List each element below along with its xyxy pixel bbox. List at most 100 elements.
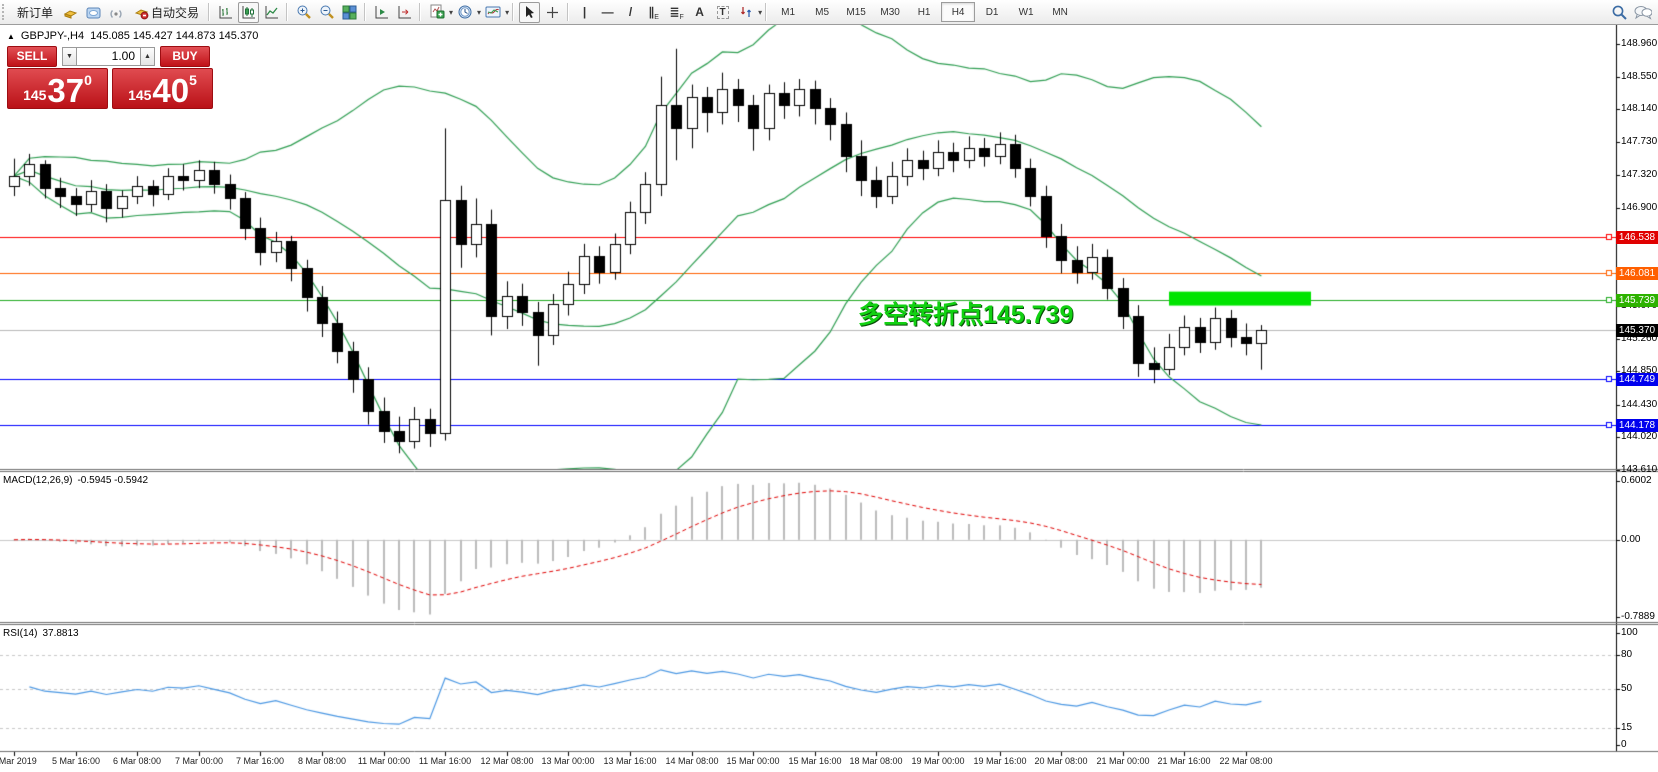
toolbar-separator <box>364 3 367 21</box>
price-tick-label: 147.730 <box>1621 136 1658 147</box>
timeframe-button-m15[interactable]: M15 <box>846 6 866 18</box>
cursor-icon[interactable] <box>519 1 541 23</box>
text-label-icon[interactable]: T <box>712 2 733 23</box>
volume-decrease-button[interactable]: ▼ <box>62 46 77 66</box>
line-chart-icon[interactable] <box>261 2 282 23</box>
candlestick-chart-icon[interactable] <box>238 1 260 23</box>
one-click-trade-panel: SELL ▼ ▲ BUY 145 37 0 145 40 5 <box>7 45 213 109</box>
date-label: 21 Mar 16:00 <box>1157 756 1211 766</box>
indicators-icon[interactable] <box>426 2 447 23</box>
tile-windows-icon[interactable] <box>339 2 360 23</box>
periods-dropdown[interactable]: ▾ <box>477 7 482 17</box>
macd-name: MACD(12,26,9) <box>3 475 73 486</box>
volume-stepper: ▼ ▲ <box>62 46 155 66</box>
timeframe-button-mn[interactable]: MN <box>1052 6 1068 18</box>
zoom-in-icon[interactable] <box>293 2 314 23</box>
date-label: 7 Mar 16:00 <box>235 756 285 766</box>
chart-shift-icon[interactable] <box>394 2 415 23</box>
timeframe-button-m1[interactable]: M1 <box>781 6 796 18</box>
date-label: 6 Mar 08:00 <box>112 756 162 766</box>
volume-increase-button[interactable]: ▲ <box>140 46 155 66</box>
price-tick-label: 143.610 <box>1621 464 1658 475</box>
macd-tick-label: 0.6002 <box>1621 475 1652 486</box>
new-order-button[interactable]: 新订单 <box>12 1 58 23</box>
market-watch-icon[interactable] <box>60 2 81 23</box>
macd-tick-label: -0.7889 <box>1621 611 1655 622</box>
search-icon[interactable] <box>1609 2 1630 23</box>
sell-price-button[interactable]: 145 37 0 <box>7 68 108 109</box>
vertical-line-icon[interactable]: | <box>582 5 587 19</box>
date-label: 18 Mar 08:00 <box>849 756 903 766</box>
trade-panel-top-row: SELL ▼ ▲ BUY <box>7 45 213 67</box>
toolbar: 新订单 自动交易 ▾ ▾ <box>0 0 1658 25</box>
toolbar-grip[interactable] <box>2 4 9 20</box>
chart-symbol-period: GBPJPY-,H4 <box>20 30 85 42</box>
chart-title: ▲ GBPJPY-,H4 145.085 145.427 144.873 145… <box>7 30 258 42</box>
price-tick-label: 145.260 <box>1621 333 1658 344</box>
buy-price-button[interactable]: 145 40 5 <box>112 68 213 109</box>
sell-button[interactable]: SELL <box>7 45 57 67</box>
timeframe-button-h1[interactable]: H1 <box>917 6 931 18</box>
date-label: 20 Mar 08:00 <box>1034 756 1088 766</box>
toolbar-separator <box>512 3 515 21</box>
arrows-dropdown[interactable]: ▾ <box>758 7 763 17</box>
auto-scroll-icon[interactable] <box>371 2 392 23</box>
trade-panel-price-row: 145 37 0 145 40 5 <box>7 68 213 109</box>
collapse-one-click-icon[interactable]: ▲ <box>7 31 15 41</box>
signals-icon[interactable] <box>106 2 127 23</box>
chart-annotation-text: 多空转折点145.739 <box>858 301 1074 329</box>
timeframe-button-d1[interactable]: D1 <box>985 6 999 18</box>
bar-chart-icon[interactable] <box>215 2 236 23</box>
auto-trading-icon <box>134 8 149 19</box>
auto-trading-button[interactable]: 自动交易 <box>129 1 204 23</box>
sell-price-prefix: 145 <box>23 87 47 103</box>
timeframe-button-w1[interactable]: W1 <box>1018 6 1034 18</box>
macd-values: -0.5945 -0.5942 <box>77 475 149 486</box>
rsi-tick-label: 0 <box>1621 739 1627 750</box>
price-tick-label: 148.550 <box>1621 71 1658 82</box>
zoom-out-icon[interactable] <box>316 2 337 23</box>
buy-button[interactable]: BUY <box>160 45 210 67</box>
price-tick-label: 148.140 <box>1621 103 1658 114</box>
price-badge-144.178: 144.178 <box>1616 419 1658 432</box>
toolbar-separator <box>765 3 768 21</box>
macd-tick-label: 0.00 <box>1621 534 1641 545</box>
new-order-label: 新订单 <box>17 5 54 20</box>
equidistant-channel-icon[interactable]: ∥E <box>648 5 659 21</box>
volume-input[interactable] <box>77 46 140 66</box>
trendline-icon[interactable]: / <box>628 5 633 19</box>
templates-icon[interactable] <box>482 2 503 23</box>
date-label: 11 Mar 00:00 <box>357 756 411 766</box>
price-tick-label: 148.960 <box>1621 38 1658 49</box>
rsi-tick-label: 50 <box>1621 683 1633 694</box>
horizontal-line-icon[interactable]: — <box>601 5 614 19</box>
navigator-icon[interactable] <box>83 2 104 23</box>
timeframe-button-h4[interactable]: H4 <box>941 2 976 22</box>
chart-ohlc-values: 145.085 145.427 144.873 145.370 <box>90 30 259 42</box>
text-icon[interactable]: A <box>695 5 704 19</box>
rsi-indicator-label: RSI(14) 37.8813 <box>3 628 79 639</box>
price-badge-146.081: 146.081 <box>1616 267 1658 280</box>
date-label: 13 Mar 16:00 <box>603 756 657 766</box>
price-badge-145.370: 145.370 <box>1616 324 1658 337</box>
price-tick-label: 147.320 <box>1621 169 1658 180</box>
arrows-icon[interactable] <box>735 2 756 23</box>
crosshair-icon[interactable] <box>542 2 563 23</box>
chat-icon[interactable] <box>1632 2 1653 23</box>
rsi-name: RSI(14) <box>3 628 38 639</box>
timeframe-button-m30[interactable]: M30 <box>880 6 900 18</box>
timeframe-button-m5[interactable]: M5 <box>815 6 830 18</box>
templates-dropdown[interactable]: ▾ <box>505 7 510 17</box>
toolbar-separator <box>419 3 422 21</box>
auto-trading-label: 自动交易 <box>151 5 200 20</box>
date-label: 22 Mar 08:00 <box>1219 756 1273 766</box>
periods-icon[interactable] <box>454 2 475 23</box>
indicators-dropdown[interactable]: ▾ <box>449 7 454 17</box>
rsi-value: 37.8813 <box>42 628 79 639</box>
toolbar-separator <box>567 3 570 21</box>
price-tick-label: 146.900 <box>1621 202 1658 213</box>
fibonacci-icon[interactable]: ≣F <box>669 5 684 21</box>
date-label: 15 Mar 00:00 <box>726 756 780 766</box>
toolbar-right <box>1608 2 1658 23</box>
